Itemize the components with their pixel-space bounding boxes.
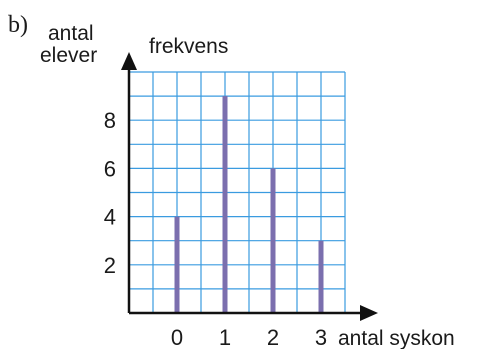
y-tick-labels: 2 4 6 8 <box>104 108 116 278</box>
y-axis-arrow-icon <box>121 52 137 70</box>
bars <box>174 96 324 313</box>
bar-3 <box>318 240 324 313</box>
x-axis-arrow-icon <box>360 305 378 321</box>
y-tick-label: 6 <box>104 156 116 181</box>
grid <box>129 71 346 313</box>
y-axis-label-line-2: elever <box>40 44 97 67</box>
y-tick-label: 4 <box>104 205 116 230</box>
panel-label: b) <box>8 12 28 38</box>
x-axis-label: antal syskon <box>338 327 455 349</box>
y-axis-label-line-1: antal <box>48 22 94 45</box>
x-tick-label: 0 <box>171 325 183 349</box>
bar-2 <box>270 168 276 313</box>
y-tick-label: 8 <box>104 108 116 133</box>
x-tick-label: 3 <box>315 325 327 349</box>
x-tick-label: 2 <box>267 325 279 349</box>
bar-0 <box>174 216 180 313</box>
y-axis-label-alt: frekvens <box>149 35 228 58</box>
bar-1 <box>222 96 228 313</box>
x-tick-label: 1 <box>219 325 231 349</box>
y-tick-label: 2 <box>104 253 116 278</box>
x-tick-labels: 0 1 2 3 <box>171 325 327 349</box>
